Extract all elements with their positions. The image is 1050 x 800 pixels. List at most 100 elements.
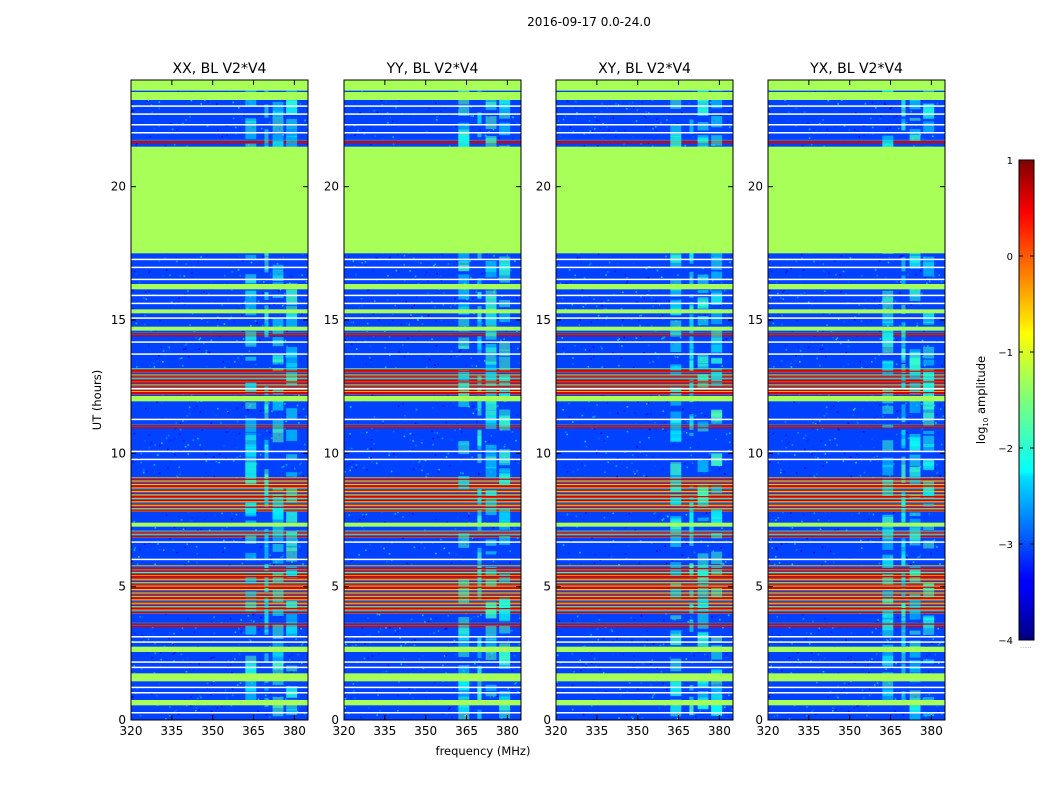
noise-pixel bbox=[556, 681, 558, 683]
noise-pixel bbox=[560, 540, 562, 543]
noise-pixel bbox=[426, 110, 428, 112]
noise-pixel bbox=[376, 111, 379, 114]
noise-pixel bbox=[470, 357, 472, 359]
noise-pixel bbox=[238, 627, 240, 630]
noise-pixel bbox=[704, 415, 706, 417]
rfi-channel-patch bbox=[264, 444, 269, 460]
noise-pixel bbox=[379, 627, 382, 630]
rfi-stripe bbox=[131, 425, 308, 427]
noise-pixel bbox=[369, 543, 371, 546]
rfi-channel-patch bbox=[245, 668, 257, 677]
noise-pixel bbox=[501, 295, 503, 297]
y-tick-label: 20 bbox=[324, 180, 339, 194]
noise-pixel bbox=[415, 408, 417, 410]
noise-pixel bbox=[654, 300, 657, 303]
noise-pixel bbox=[370, 439, 373, 441]
noise-pixel bbox=[471, 456, 473, 459]
noise-pixel bbox=[599, 127, 601, 129]
rfi-channel-patch bbox=[264, 609, 269, 625]
rfi-channel-patch bbox=[272, 543, 284, 552]
noise-pixel bbox=[286, 345, 288, 348]
noise-pixel bbox=[731, 708, 733, 711]
noise-pixel bbox=[452, 402, 455, 404]
noise-pixel bbox=[475, 411, 478, 414]
noise-pixel bbox=[425, 130, 428, 133]
noise-pixel bbox=[458, 118, 461, 120]
rfi-stripe bbox=[131, 369, 308, 372]
noise-pixel bbox=[154, 449, 156, 452]
noise-pixel bbox=[469, 254, 472, 257]
noise-pixel bbox=[710, 112, 712, 114]
rfi-channel-patch bbox=[499, 468, 511, 472]
noise-pixel bbox=[256, 322, 258, 324]
rfi-channel-patch bbox=[272, 319, 284, 334]
rfi-channel-patch bbox=[286, 614, 298, 624]
y-tick-label: 0 bbox=[331, 713, 339, 727]
noise-pixel bbox=[200, 103, 202, 105]
noise-pixel bbox=[358, 554, 360, 556]
noise-pixel bbox=[654, 465, 657, 467]
noise-pixel bbox=[182, 420, 184, 422]
rfi-stripe bbox=[344, 139, 521, 141]
noise-pixel bbox=[516, 325, 519, 328]
rfi-channel-patch bbox=[245, 625, 257, 635]
rfi-channel-patch bbox=[286, 702, 298, 711]
rfi-stripe bbox=[344, 375, 521, 377]
noise-pixel bbox=[268, 121, 271, 124]
noise-pixel bbox=[167, 467, 169, 469]
noise-pixel bbox=[559, 282, 562, 285]
noise-pixel bbox=[479, 129, 481, 131]
noise-pixel bbox=[131, 104, 133, 106]
noise-pixel bbox=[653, 512, 656, 515]
noise-pixel bbox=[514, 527, 516, 529]
noise-pixel bbox=[577, 457, 579, 459]
noise-pixel bbox=[519, 712, 521, 715]
noise-pixel bbox=[562, 691, 565, 693]
rfi-stripe bbox=[131, 425, 308, 428]
noise-pixel bbox=[357, 420, 359, 423]
noise-pixel bbox=[661, 337, 663, 340]
noise-pixel bbox=[617, 339, 619, 341]
noise-pixel bbox=[395, 107, 397, 109]
rfi-channel-patch bbox=[477, 525, 482, 531]
noise-pixel bbox=[256, 457, 258, 460]
noise-pixel bbox=[261, 325, 264, 327]
rfi-channel-patch bbox=[477, 453, 482, 463]
noise-pixel bbox=[624, 553, 627, 555]
noise-pixel bbox=[189, 520, 191, 522]
noise-pixel bbox=[361, 339, 364, 341]
noise-pixel bbox=[197, 108, 200, 110]
rfi-stripe bbox=[344, 389, 521, 392]
flagged-interval bbox=[344, 284, 521, 290]
noise-pixel bbox=[151, 632, 154, 635]
noise-pixel bbox=[456, 445, 459, 448]
noise-pixel bbox=[612, 543, 615, 546]
noise-pixel bbox=[434, 431, 436, 434]
rfi-stripe bbox=[344, 333, 521, 335]
noise-pixel bbox=[285, 108, 287, 110]
rfi-channel-patch bbox=[286, 312, 298, 329]
noise-pixel bbox=[402, 630, 405, 632]
noise-pixel bbox=[653, 693, 656, 696]
noise-pixel bbox=[669, 617, 672, 620]
noise-pixel bbox=[157, 454, 159, 456]
rfi-channel-patch bbox=[458, 396, 470, 407]
noise-pixel bbox=[395, 367, 397, 369]
noise-pixel bbox=[216, 707, 219, 709]
noise-pixel bbox=[239, 415, 241, 418]
noise-pixel bbox=[241, 314, 243, 316]
rfi-stripe bbox=[131, 376, 308, 378]
noise-pixel bbox=[626, 277, 628, 279]
noise-pixel bbox=[387, 275, 389, 277]
noise-pixel bbox=[510, 346, 512, 348]
noise-pixel bbox=[224, 137, 226, 140]
noise-pixel bbox=[278, 293, 281, 296]
noise-pixel bbox=[240, 362, 243, 365]
noise-pixel bbox=[656, 667, 659, 670]
noise-pixel bbox=[409, 432, 412, 435]
noise-pixel bbox=[300, 471, 302, 473]
noise-pixel bbox=[682, 408, 684, 410]
noise-pixel bbox=[258, 628, 260, 631]
noise-pixel bbox=[285, 138, 287, 141]
